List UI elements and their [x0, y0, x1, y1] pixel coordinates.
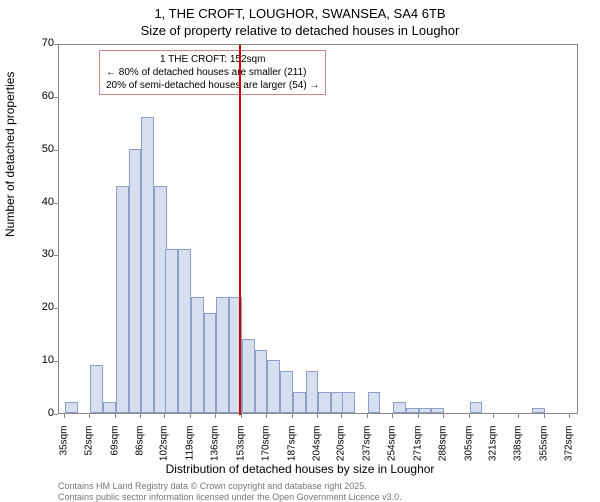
- ytick-label: 20: [14, 301, 54, 313]
- histogram-bar: [65, 402, 78, 413]
- ytick-label: 50: [14, 143, 54, 155]
- xtick-mark: [469, 414, 470, 418]
- xtick-mark: [241, 414, 242, 418]
- ytick-label: 10: [14, 354, 54, 366]
- xtick-label: 86sqm: [135, 426, 146, 476]
- footer-line1: Contains HM Land Registry data © Crown c…: [58, 481, 367, 491]
- ytick-mark: [54, 150, 58, 151]
- xtick-label: 220sqm: [336, 426, 347, 476]
- xtick-label: 338sqm: [513, 426, 524, 476]
- histogram-bar: [393, 402, 406, 413]
- histogram-bar: [293, 392, 306, 413]
- annotation-larger: 20% of semi-detached houses are larger (…: [106, 79, 319, 92]
- histogram-bar: [129, 149, 142, 413]
- xtick-mark: [518, 414, 519, 418]
- xtick-label: 52sqm: [84, 426, 95, 476]
- xtick-label: 254sqm: [387, 426, 398, 476]
- xtick-mark: [418, 414, 419, 418]
- xtick-mark: [115, 414, 116, 418]
- marker-line: [239, 45, 241, 415]
- histogram-bar: [280, 371, 293, 413]
- histogram-bar: [103, 402, 116, 413]
- xtick-mark: [190, 414, 191, 418]
- ytick-label: 70: [14, 37, 54, 49]
- xtick-mark: [164, 414, 165, 418]
- xtick-label: 153sqm: [235, 426, 246, 476]
- histogram-bar: [342, 392, 355, 413]
- xtick-label: 305sqm: [463, 426, 474, 476]
- histogram-bar: [267, 360, 280, 413]
- annotation-smaller: ← 80% of detached houses are smaller (21…: [106, 66, 319, 79]
- xtick-label: 119sqm: [184, 426, 195, 476]
- annotation-label: 1 THE CROFT: 152sqm: [106, 53, 319, 66]
- ytick-mark: [54, 308, 58, 309]
- xtick-label: 204sqm: [312, 426, 323, 476]
- histogram-bar: [419, 408, 432, 413]
- xtick-mark: [341, 414, 342, 418]
- xtick-mark: [89, 414, 90, 418]
- ytick-mark: [54, 203, 58, 204]
- xtick-mark: [317, 414, 318, 418]
- histogram-bar: [318, 392, 331, 413]
- xtick-label: 372sqm: [564, 426, 575, 476]
- ytick-mark: [54, 255, 58, 256]
- histogram-bar: [191, 297, 204, 413]
- footer-line2: Contains public sector information licen…: [58, 492, 402, 502]
- histogram-bar: [406, 408, 419, 413]
- annotation-box: 1 THE CROFT: 152sqm ← 80% of detached ho…: [99, 50, 326, 95]
- histogram-bar: [532, 408, 545, 413]
- histogram-bar: [431, 408, 444, 413]
- ytick-label: 0: [14, 407, 54, 419]
- histogram-bar: [216, 297, 229, 413]
- xtick-label: 288sqm: [438, 426, 449, 476]
- xtick-label: 321sqm: [487, 426, 498, 476]
- xtick-mark: [392, 414, 393, 418]
- histogram-bar: [141, 117, 154, 413]
- xtick-label: 69sqm: [109, 426, 120, 476]
- plot-area: 1 THE CROFT: 152sqm ← 80% of detached ho…: [58, 44, 578, 414]
- histogram-bar: [368, 392, 381, 413]
- xtick-mark: [367, 414, 368, 418]
- chart-title-line2: Size of property relative to detached ho…: [0, 23, 600, 38]
- histogram-bar: [90, 365, 103, 413]
- ytick-mark: [54, 44, 58, 45]
- histogram-bar: [165, 249, 178, 413]
- xtick-label: 355sqm: [538, 426, 549, 476]
- ytick-label: 40: [14, 196, 54, 208]
- chart-title-line1: 1, THE CROFT, LOUGHOR, SWANSEA, SA4 6TB: [0, 6, 600, 21]
- ytick-label: 60: [14, 90, 54, 102]
- xtick-mark: [64, 414, 65, 418]
- xtick-label: 170sqm: [261, 426, 272, 476]
- histogram-bar: [470, 402, 483, 413]
- histogram-bar: [306, 371, 319, 413]
- xtick-label: 187sqm: [286, 426, 297, 476]
- ytick-mark: [54, 414, 58, 415]
- histogram-bar: [204, 313, 217, 413]
- histogram-bar: [116, 186, 129, 413]
- xtick-mark: [493, 414, 494, 418]
- xtick-mark: [544, 414, 545, 418]
- histogram-bar: [242, 339, 255, 413]
- xtick-label: 136sqm: [210, 426, 221, 476]
- xtick-label: 102sqm: [159, 426, 170, 476]
- histogram-bar: [178, 249, 191, 413]
- xtick-mark: [215, 414, 216, 418]
- xtick-label: 35sqm: [58, 426, 69, 476]
- xtick-mark: [140, 414, 141, 418]
- xtick-mark: [443, 414, 444, 418]
- ytick-mark: [54, 361, 58, 362]
- ytick-mark: [54, 97, 58, 98]
- xtick-mark: [292, 414, 293, 418]
- xtick-label: 237sqm: [361, 426, 372, 476]
- xtick-label: 271sqm: [412, 426, 423, 476]
- xtick-mark: [266, 414, 267, 418]
- xtick-mark: [569, 414, 570, 418]
- histogram-bar: [255, 350, 268, 413]
- ytick-label: 30: [14, 248, 54, 260]
